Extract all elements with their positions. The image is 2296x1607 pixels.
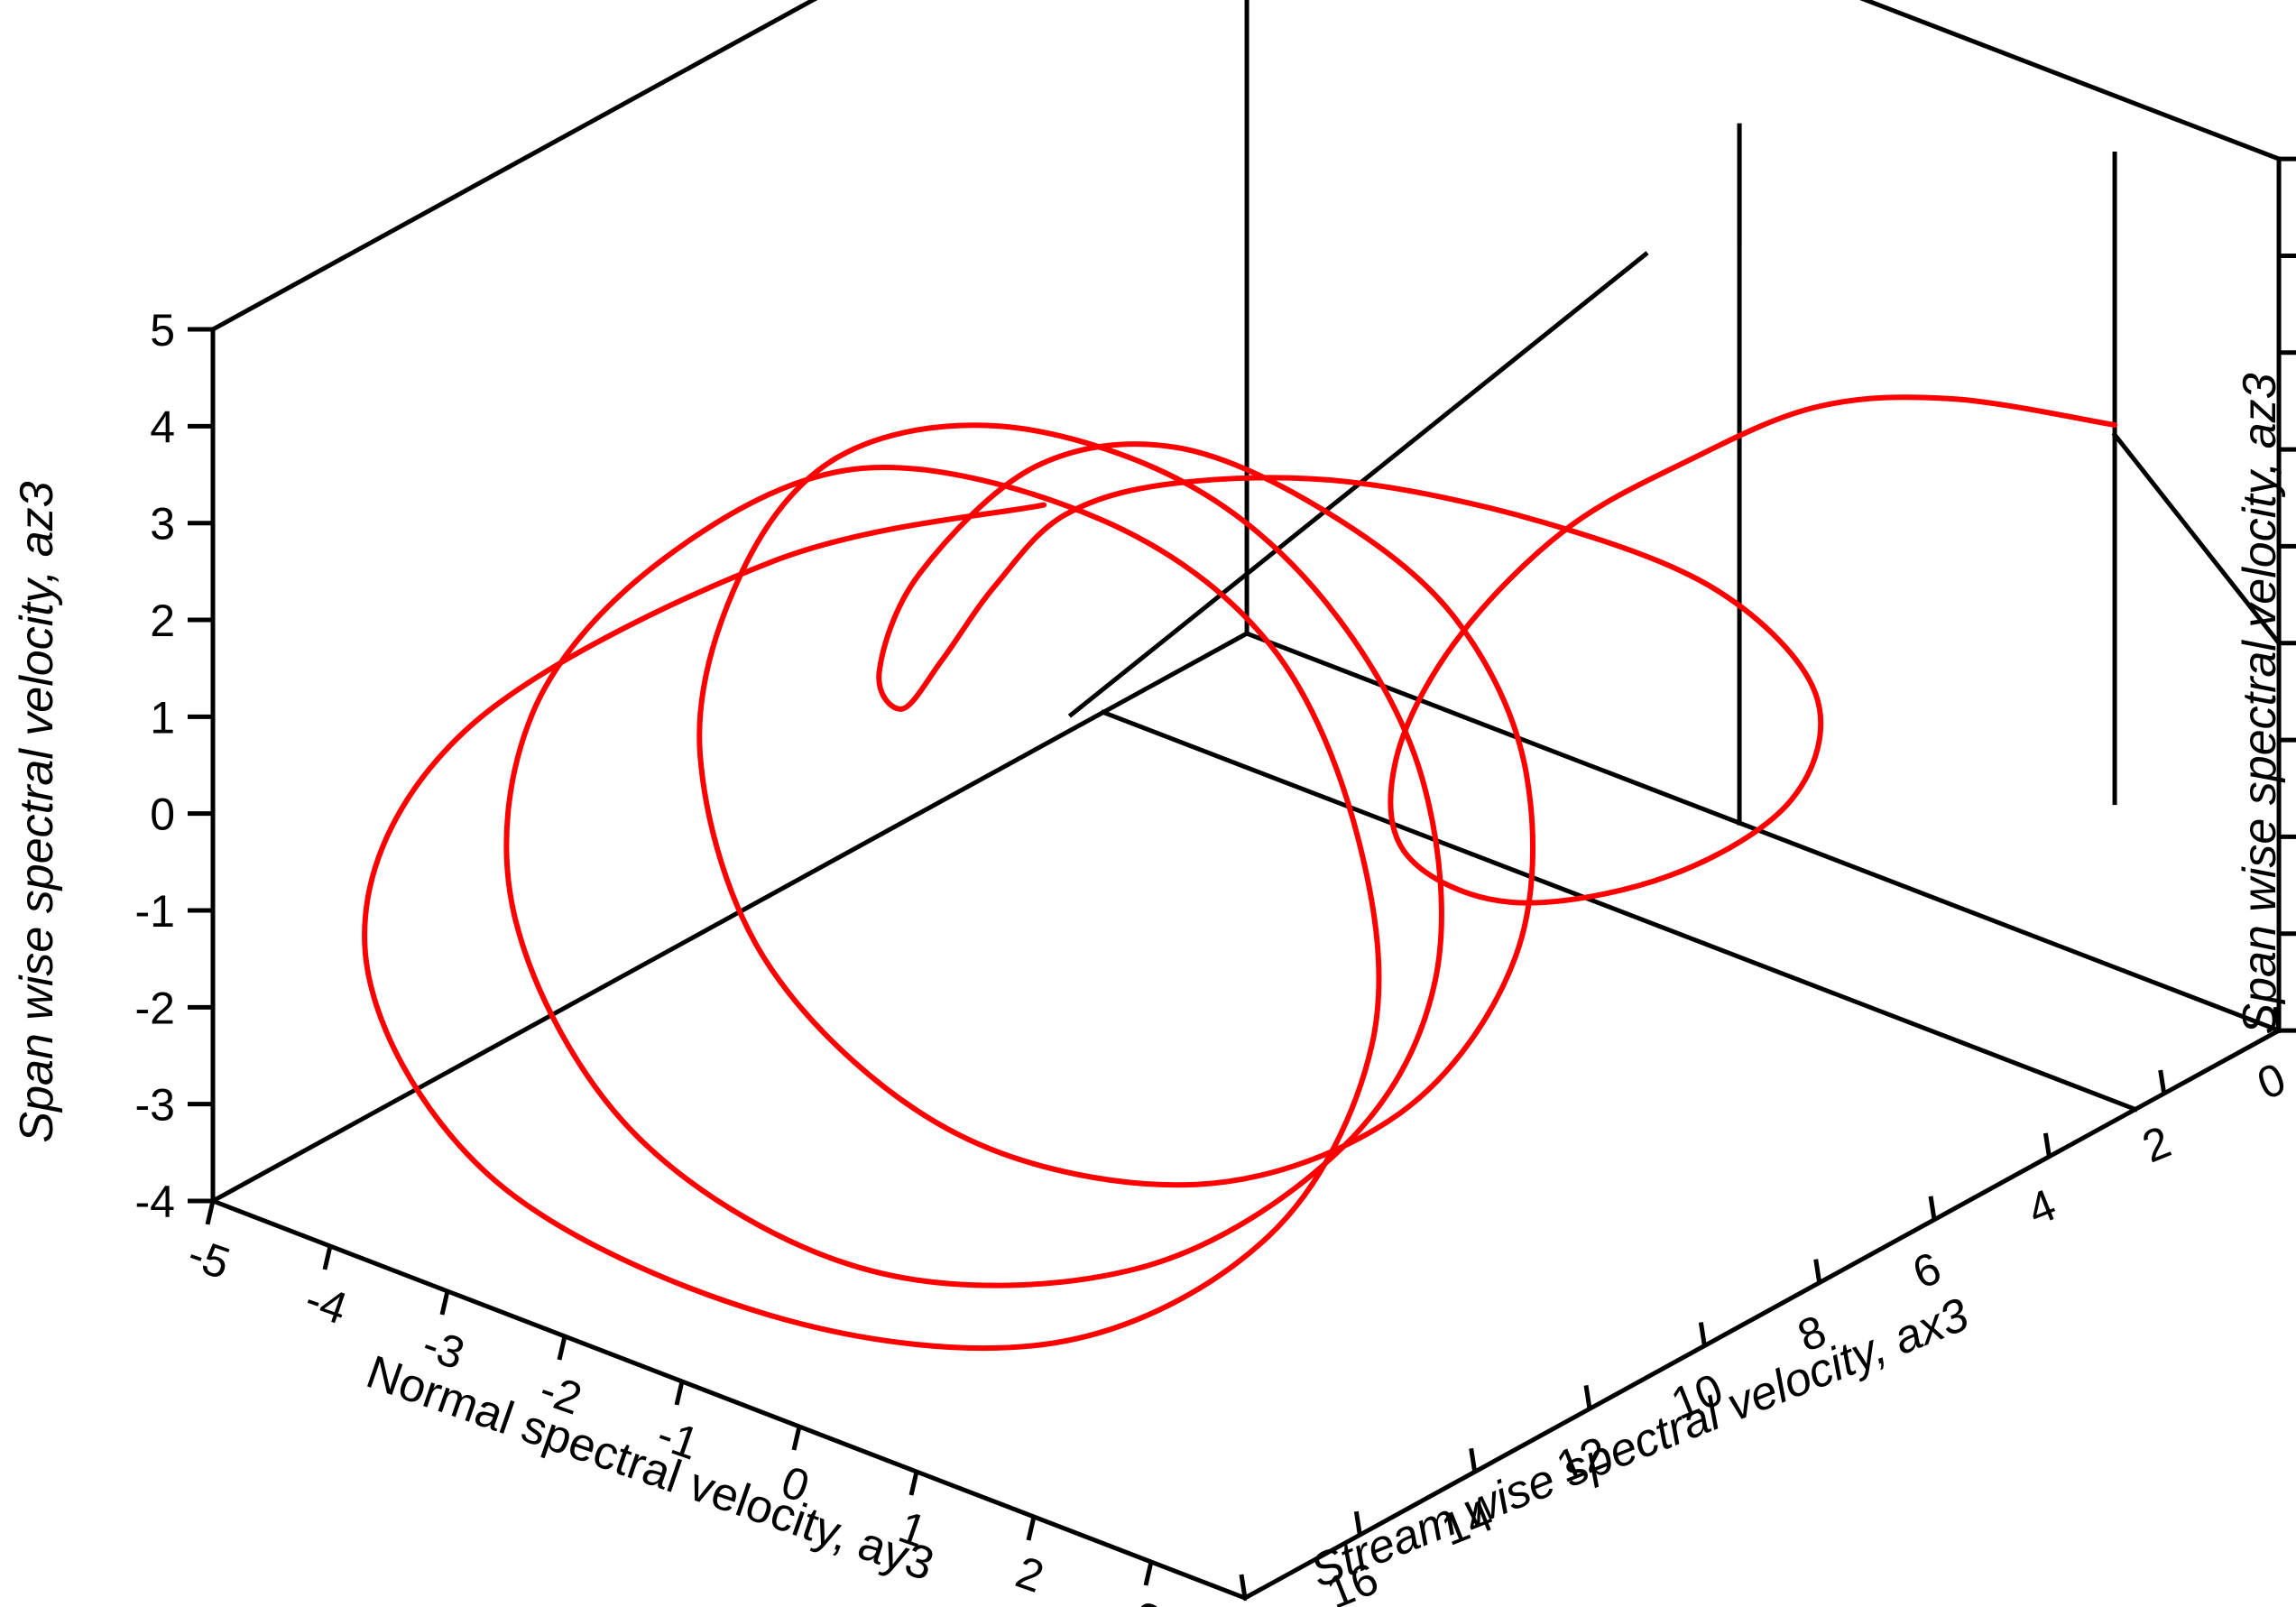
y-tick bbox=[1813, 1259, 1822, 1283]
y-axis-title: Stream wise spectral velocity, ax3 bbox=[1304, 1288, 1976, 1598]
y-tick bbox=[1928, 1196, 1937, 1221]
z-axis-title-left: Span wise spectral velocity, az3 bbox=[11, 481, 63, 1142]
x-tick-label: -5 bbox=[181, 1228, 235, 1289]
x-tick-label: -4 bbox=[299, 1273, 353, 1335]
y-tick-label: 2 bbox=[2135, 1116, 2178, 1172]
z-tick-label-left: -4 bbox=[135, 1177, 175, 1227]
z-tick-label-left: 1 bbox=[150, 692, 175, 743]
z-axis-title-right: Span wise spectral velocity, az3 bbox=[2234, 373, 2286, 1034]
z-tick-label-left: -1 bbox=[135, 886, 175, 937]
y-axis-line bbox=[1241, 1027, 2282, 1602]
trajectory-line-0 bbox=[362, 394, 2118, 1352]
x-tick bbox=[1026, 1516, 1037, 1541]
x-tick bbox=[791, 1426, 802, 1451]
z-tick-label-left: 2 bbox=[150, 596, 175, 646]
x-tick bbox=[674, 1381, 685, 1406]
floor-ref-line-b bbox=[1100, 709, 2139, 1113]
y-tick bbox=[1353, 1510, 1362, 1536]
axis-box bbox=[209, 0, 2282, 1602]
x-tick bbox=[1143, 1561, 1154, 1586]
floor-right-edge bbox=[1243, 630, 2282, 1034]
y-tick bbox=[2042, 1132, 2052, 1158]
x-tick bbox=[322, 1245, 333, 1270]
x-tick-label: 2 bbox=[1010, 1547, 1050, 1602]
tick-marks bbox=[188, 156, 2296, 1599]
z-tick-label-left: 3 bbox=[150, 499, 175, 550]
z-tick-label-left: 0 bbox=[150, 790, 175, 840]
y-tick-label: 4 bbox=[2021, 1179, 2063, 1235]
x-tick bbox=[908, 1471, 919, 1496]
y-tick bbox=[2158, 1069, 2167, 1094]
floor-back-edge bbox=[209, 630, 1250, 1205]
z-tick-label-left: -2 bbox=[135, 983, 175, 1033]
y-tick bbox=[1239, 1574, 1248, 1599]
x-tick-label: 3 bbox=[1127, 1592, 1167, 1607]
z-tick-label-left: -3 bbox=[135, 1080, 175, 1131]
y-tick bbox=[1698, 1322, 1707, 1346]
x-axis-line bbox=[209, 1197, 1249, 1602]
y-tick bbox=[1469, 1447, 1478, 1473]
z-tick-label-left: 5 bbox=[150, 305, 175, 356]
y-tick bbox=[2273, 1006, 2282, 1031]
x-axis-title: Normal spectral velocity, ay3 bbox=[360, 1346, 940, 1592]
data-series bbox=[362, 394, 2118, 1352]
x-tick bbox=[205, 1200, 216, 1225]
right-wall-ref-line-b bbox=[2111, 431, 2282, 647]
top-right-edge bbox=[1859, 0, 2282, 162]
x-tick bbox=[439, 1290, 450, 1316]
y-tick-label: 6 bbox=[1905, 1242, 1948, 1298]
top-left-edge bbox=[209, 0, 818, 333]
y-tick-label: 0 bbox=[2250, 1053, 2292, 1109]
y-tick bbox=[1583, 1384, 1592, 1409]
x-tick bbox=[557, 1335, 567, 1361]
z-tick-label-left: 4 bbox=[150, 402, 175, 452]
